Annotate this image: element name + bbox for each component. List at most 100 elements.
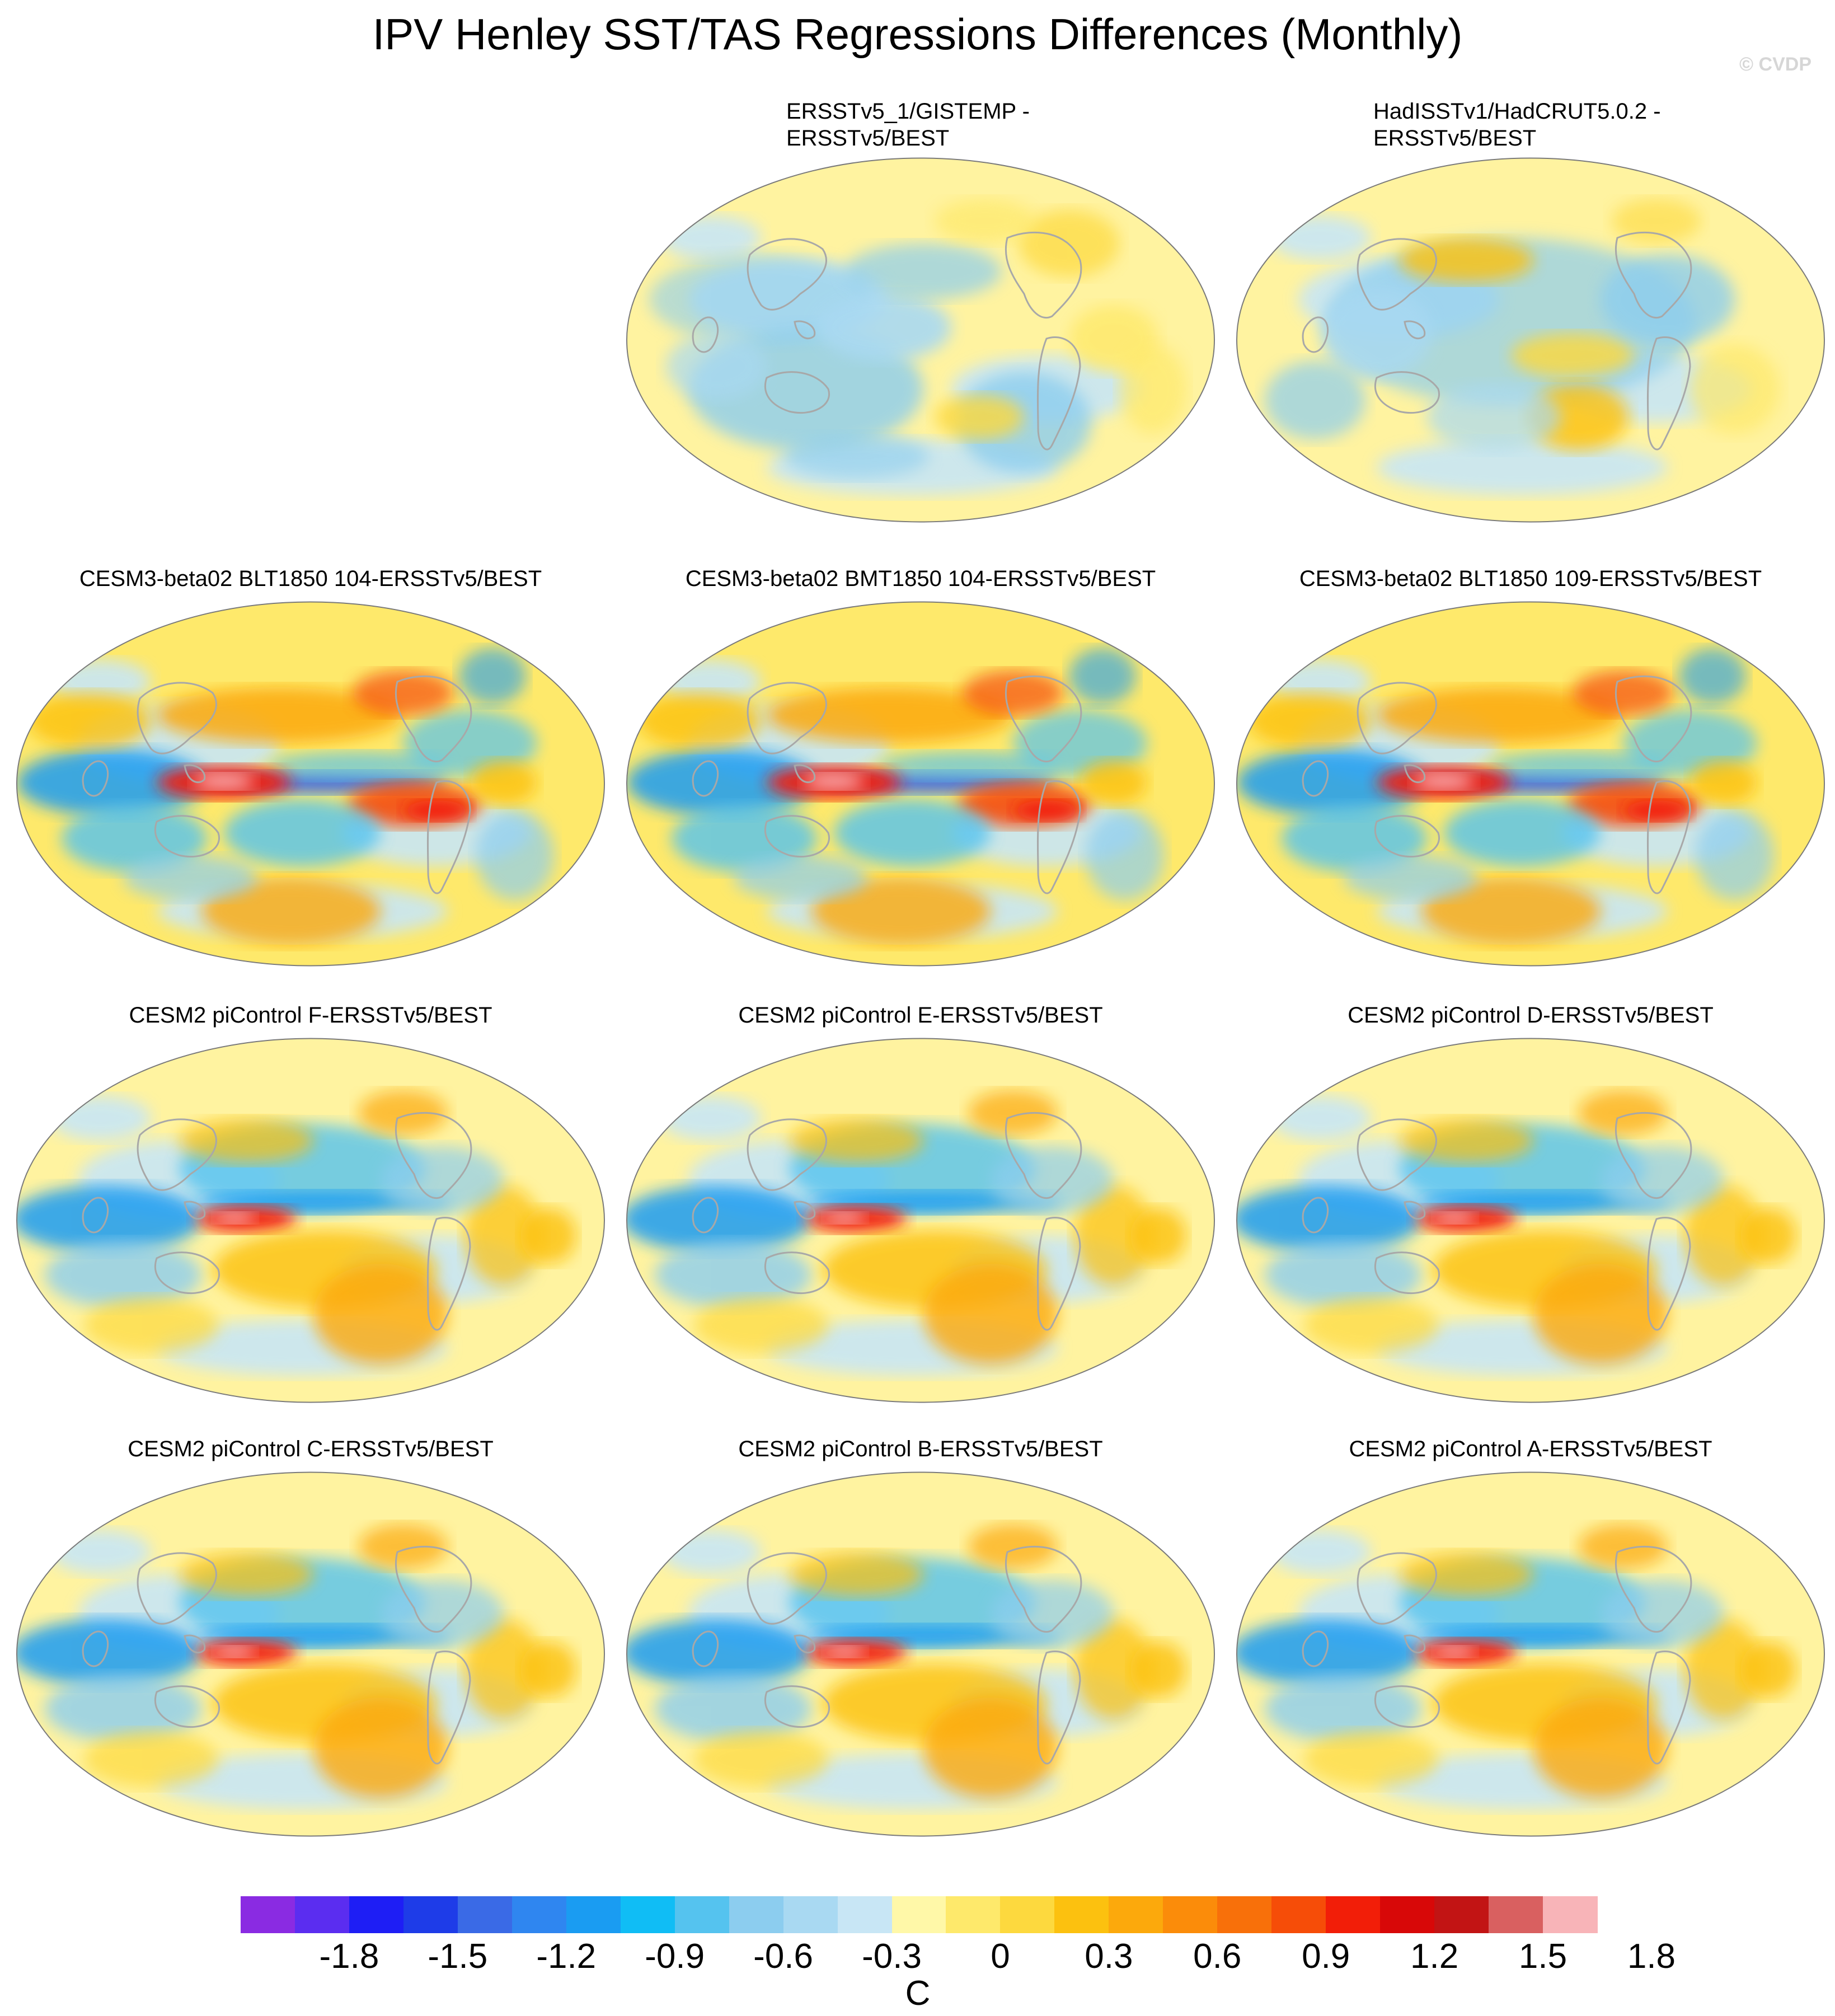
anomaly-patch (1304, 1731, 1438, 1787)
coastline (1374, 815, 1440, 858)
anomaly-patch (935, 395, 1024, 439)
coastline (426, 1650, 471, 1765)
map-border (1236, 157, 1825, 523)
anomaly-patch (1270, 1530, 1371, 1574)
anomaly-patch (1130, 1208, 1186, 1264)
anomaly-patch (62, 805, 207, 872)
coastline (426, 1216, 471, 1331)
anomaly-patch (179, 1118, 313, 1163)
coastline (1357, 682, 1437, 754)
colorbar-swatch (1434, 1896, 1490, 1933)
world-map (626, 1471, 1215, 1837)
figure-title: IPV Henley SST/TAS Regressions Differenc… (372, 10, 1463, 59)
anomaly-patch (803, 773, 865, 789)
colorbar-tick-label: 1.8 (1627, 1937, 1676, 1976)
colorbar-tick-label: 0.3 (1085, 1937, 1133, 1976)
colorbar-swatch (1054, 1896, 1110, 1933)
anomaly-patch (1265, 1675, 1421, 1742)
coastline (1005, 675, 1082, 763)
coastline (794, 320, 816, 340)
colorbar-swatch (566, 1896, 621, 1933)
coastline (764, 1685, 830, 1728)
colorbar-tick-label: -1.5 (428, 1937, 488, 1976)
anomaly-patch (1119, 344, 1186, 434)
panel-title: CESM2 piControl D-ERSSTv5/BEST (1348, 1003, 1714, 1028)
colorbar-swatch (1217, 1896, 1273, 1933)
coastline (82, 1630, 109, 1667)
anomaly-patch (1270, 215, 1371, 260)
coastline (1615, 1545, 1692, 1633)
anomaly-patch (660, 1096, 761, 1141)
anomaly-patch (1601, 1146, 1724, 1213)
anomaly-patch (1237, 749, 1427, 816)
anomaly-patch (353, 671, 453, 715)
anomaly-patch (45, 1675, 201, 1742)
anomaly-patch (1435, 1646, 1475, 1657)
anomaly-patch (649, 255, 873, 344)
colorbar-swatch (729, 1896, 784, 1933)
panel-title: CESM3-beta02 BMT1850 104-ERSSTv5/BEST (685, 566, 1156, 591)
anomaly-patch (811, 878, 991, 945)
coastline (747, 1118, 827, 1191)
colorbar-swatch (1109, 1896, 1164, 1933)
anomaly-patch (1421, 878, 1601, 945)
anomaly-patch (1573, 671, 1673, 715)
colorbar-swatch (674, 1896, 730, 1933)
anomaly-patch (1399, 1552, 1533, 1597)
anomaly-patch (879, 752, 1058, 780)
anomaly-patch (215, 1212, 255, 1223)
colorbar-tick-label: 1.2 (1410, 1937, 1459, 1976)
world-map (626, 1038, 1215, 1403)
anomaly-patch (767, 687, 1013, 743)
anomaly-patch (28, 693, 151, 749)
anomaly-patch (1377, 687, 1623, 743)
colorbar-tick-label: 0.6 (1193, 1937, 1242, 1976)
world-map (1236, 157, 1825, 523)
coastline (184, 764, 206, 784)
coastline (1005, 231, 1082, 319)
coastline (426, 780, 471, 894)
anomaly-patch (1740, 1642, 1796, 1698)
world-map (16, 1038, 605, 1403)
anomaly-patch (935, 199, 1035, 243)
map-border (1236, 601, 1825, 967)
anomaly-patch (834, 799, 991, 866)
coastline (747, 1552, 827, 1625)
colorbar-tick-label: 0.9 (1302, 1937, 1350, 1976)
coastline (137, 1118, 217, 1191)
anomaly-patch (179, 1552, 313, 1597)
panel-title: CESM2 piControl B-ERSSTv5/BEST (738, 1437, 1103, 1461)
coastline (1357, 1552, 1437, 1625)
colorbar-tick-label: -0.3 (862, 1937, 922, 1976)
anomaly-patch (694, 1297, 828, 1353)
world-map (626, 157, 1215, 523)
coastline (764, 815, 830, 858)
anomaly-patch (817, 294, 951, 361)
world-map (16, 1471, 605, 1837)
map-panel-cesm2-f: CESM2 piControl F-ERSSTv5/BEST (11, 1002, 610, 1416)
colorbar-tick-label: -0.6 (753, 1937, 814, 1976)
anomaly-patch (84, 1297, 218, 1353)
anomaly-patch (825, 1646, 865, 1657)
anomaly-patch (660, 215, 761, 260)
anomaly-patch (1578, 1524, 1668, 1569)
coastline (794, 1201, 816, 1220)
anomaly-patch (825, 1212, 865, 1223)
colorbar-tick-label: 0 (991, 1937, 1010, 1976)
anomaly-patch (638, 693, 761, 749)
anomaly-patch (1601, 1580, 1724, 1647)
anomaly-patch (157, 687, 403, 743)
coastline (1615, 1112, 1692, 1199)
coastline (1646, 780, 1691, 894)
anomaly-patch (470, 760, 537, 805)
colorbar-swatch (1489, 1896, 1544, 1933)
anomaly-patch (17, 749, 207, 816)
map-border (626, 1471, 1215, 1837)
coastline (137, 1552, 217, 1625)
colorbar-swatch (294, 1896, 350, 1933)
coastline (764, 371, 830, 414)
map-panel-cesm3-bmt104: CESM3-beta02 BMT1850 104-ERSSTv5/BEST (621, 565, 1220, 979)
coastline (1646, 1216, 1691, 1331)
anomaly-patch (923, 1264, 1058, 1365)
colorbar-swatch (1543, 1896, 1598, 1933)
